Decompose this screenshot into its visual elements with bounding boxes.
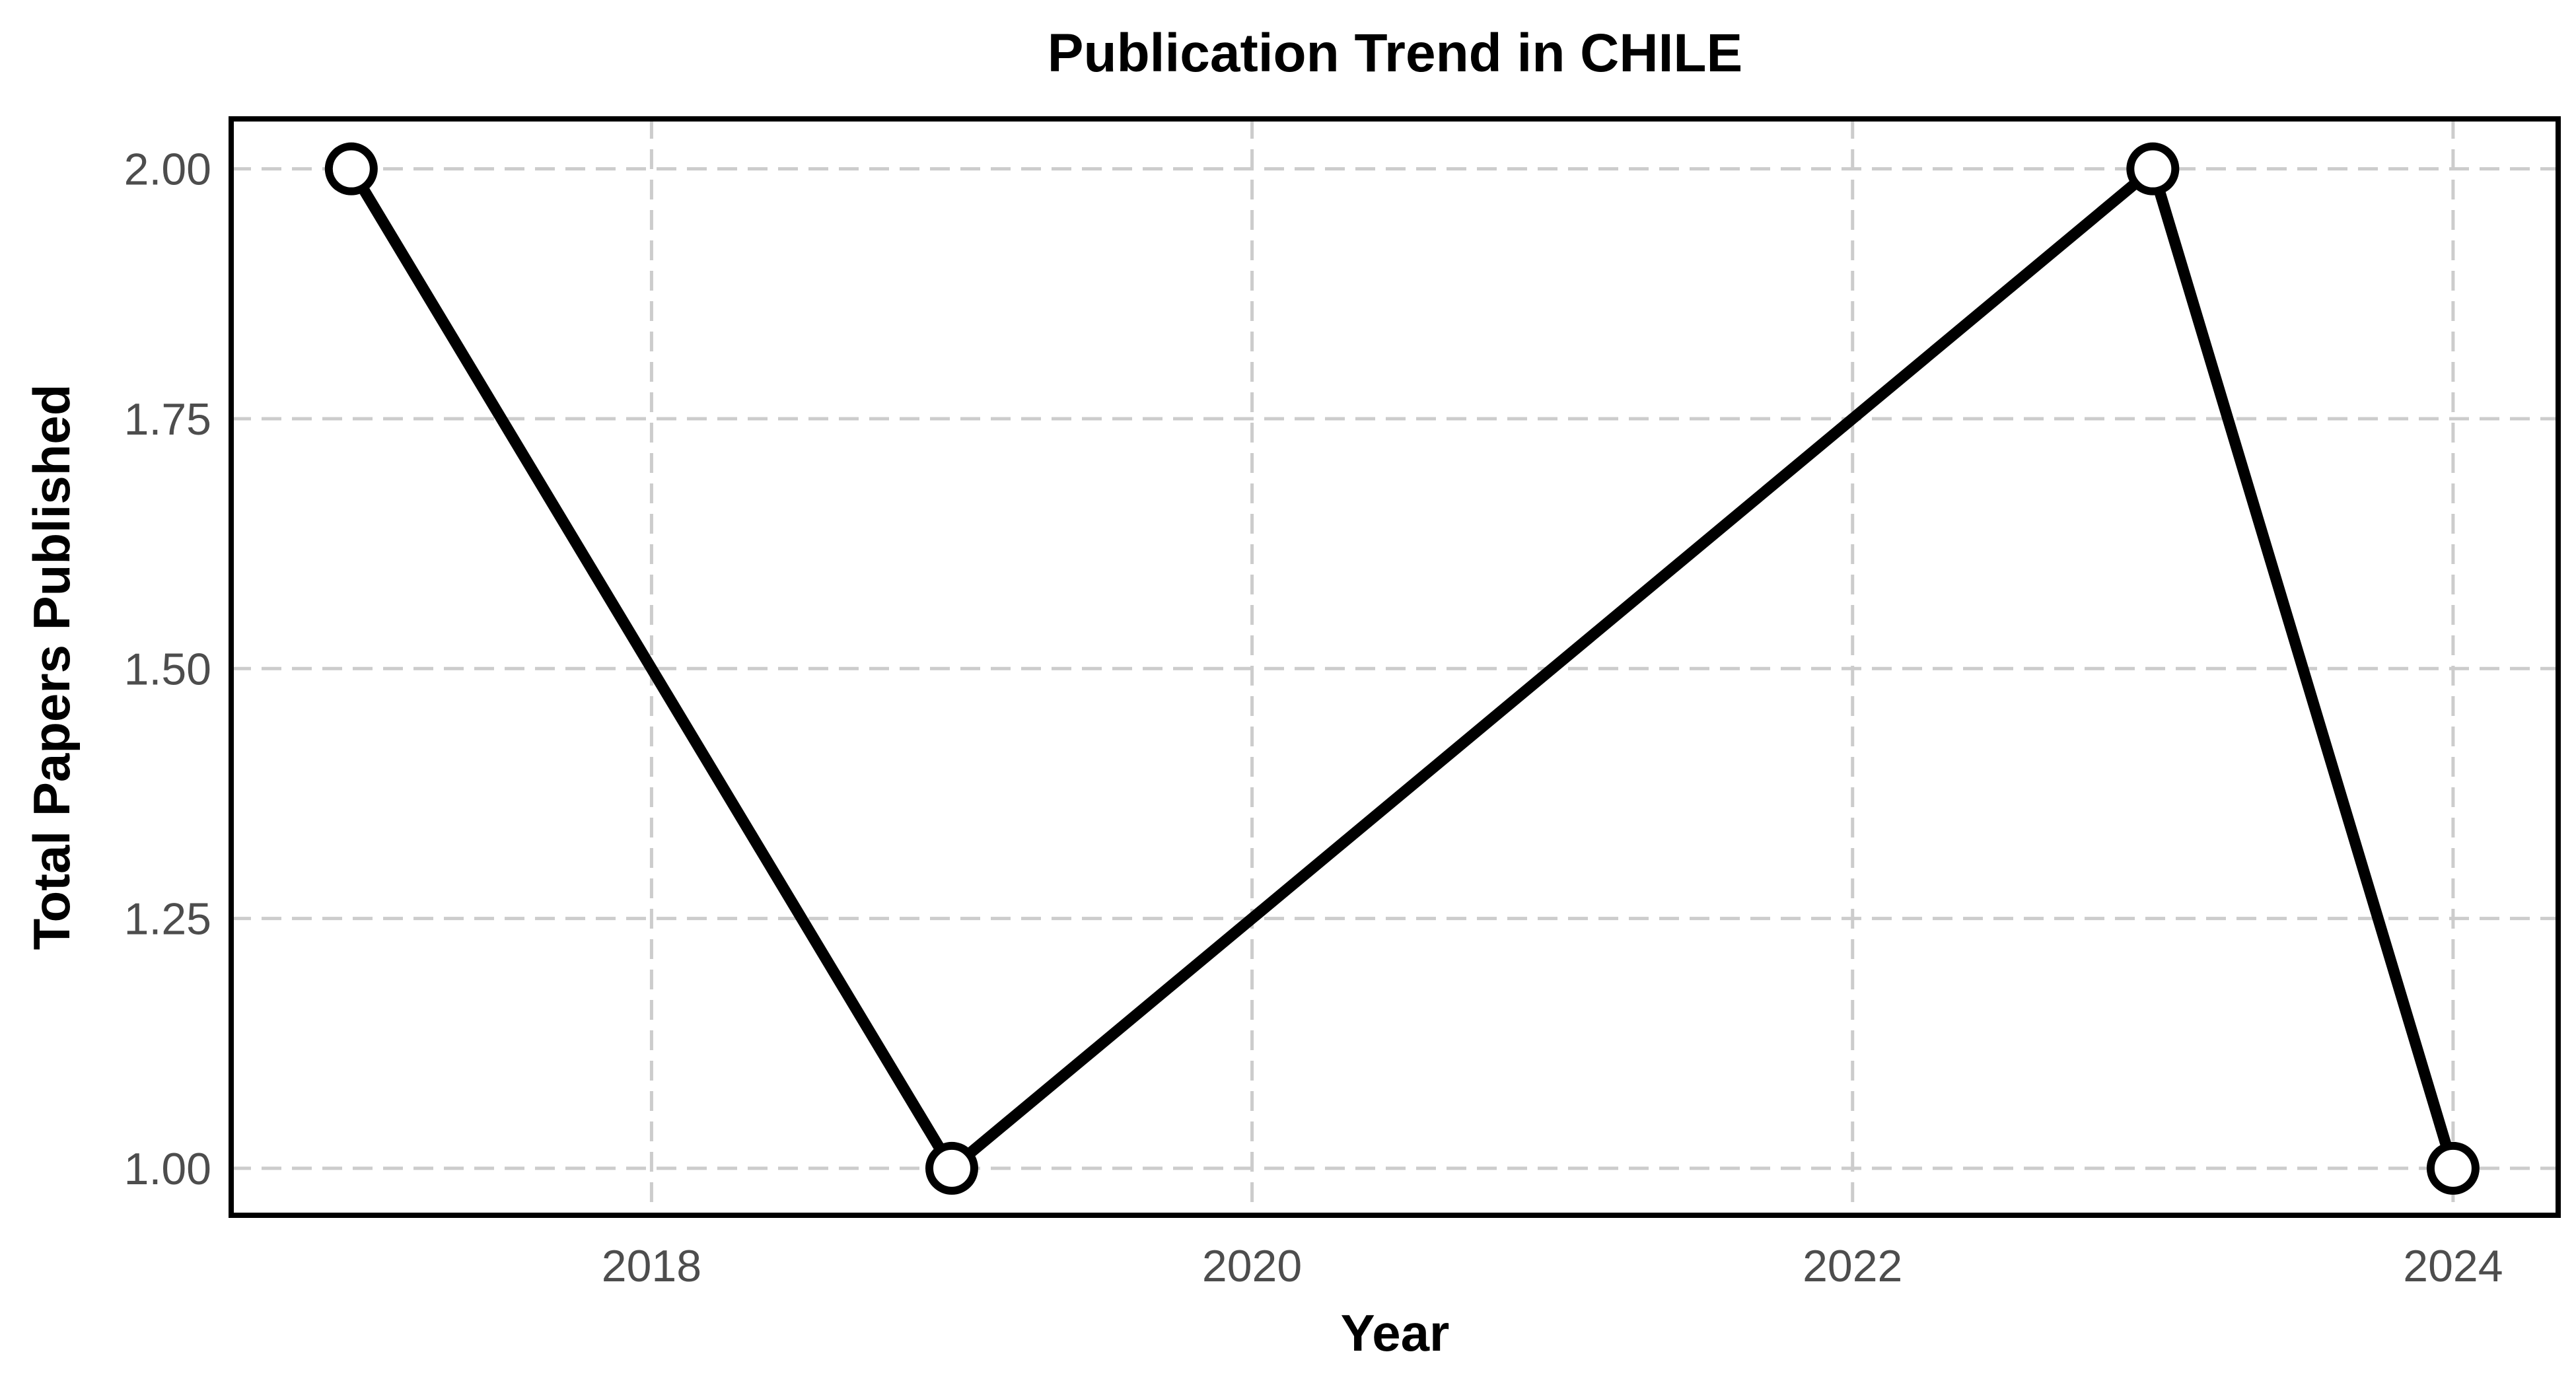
data-point [324, 142, 378, 196]
y-tick-label: 1.50 [124, 644, 211, 694]
y-tick-label: 2.00 [124, 145, 211, 195]
x-tick-label: 2022 [1803, 1241, 1902, 1291]
series-line [345, 163, 2459, 1174]
y-tick-label: 1.25 [124, 894, 211, 944]
x-tick-label: 2018 [602, 1241, 701, 1291]
chart-title: Publication Trend in CHILE [1048, 23, 1742, 83]
plot-frame [229, 116, 2561, 1218]
data-point [2126, 142, 2180, 196]
data-point [2426, 1141, 2480, 1195]
x-tick-label: 2020 [1202, 1241, 1302, 1291]
y-tick-labels: 1.00 1.25 1.50 1.75 2.00 [124, 145, 211, 1194]
y-tick-label: 1.75 [124, 394, 211, 445]
x-axis-label: Year [1341, 1304, 1450, 1362]
y-gridlines [231, 167, 2558, 1170]
x-tick-label: 2024 [2403, 1241, 2503, 1291]
y-tick-label: 1.00 [124, 1144, 211, 1194]
y-axis-label: Total Papers Published [22, 384, 81, 950]
data-point [925, 1141, 978, 1195]
data-points [324, 142, 2480, 1195]
x-tick-labels: 2018 2020 2022 2024 [602, 1241, 2503, 1291]
